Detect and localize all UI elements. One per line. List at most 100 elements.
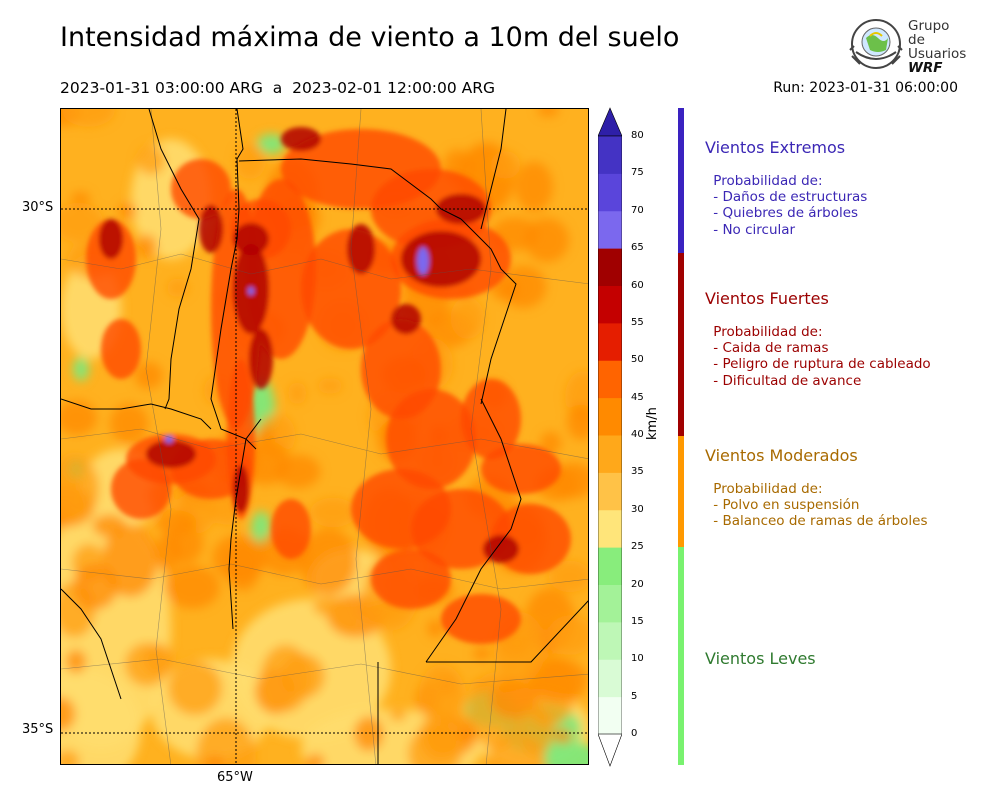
category-title: Vientos Fuertes <box>705 289 829 308</box>
strong-wind-region <box>111 459 171 519</box>
category-entry: Vientos Fuertes Probabilidad de: - Caida… <box>705 289 931 389</box>
category-title: Vientos Extremos <box>705 138 846 157</box>
category-description-line: - Peligro de ruptura de cableado <box>709 356 931 373</box>
category-description-line: - Caida de ramas <box>709 340 829 357</box>
category-entry: Vientos Moderados Probabilidad de: - Pol… <box>705 446 928 530</box>
colorbar-tick-label: 15 <box>631 615 644 627</box>
severe-wind-core <box>401 231 481 287</box>
colorbar-segment <box>598 509 622 548</box>
colorbar-segment <box>598 584 622 623</box>
wind-cell <box>547 615 588 656</box>
category-description: Probabilidad de: - Polvo en suspensión -… <box>705 481 927 530</box>
wind-cell <box>427 619 444 638</box>
wind-cell <box>156 510 197 536</box>
colorbar-segment <box>598 285 622 324</box>
colorbar-segment <box>598 397 622 436</box>
wrf-logo: Grupo de Usuarios WRF <box>848 16 968 75</box>
wind-cell <box>109 403 149 444</box>
colorbar-tick-label: 60 <box>631 279 644 291</box>
wind-cell <box>515 161 553 212</box>
wind-cell <box>73 563 118 610</box>
run-timestamp: Run: 2023-01-31 06:00:00 <box>773 80 958 96</box>
logo-line-3: WRF <box>908 60 943 76</box>
wind-cell <box>539 431 562 455</box>
strong-wind-region <box>481 444 561 494</box>
category-description-line: - Polvo en suspensión <box>709 497 860 514</box>
wind-cell <box>61 696 76 731</box>
colorbar-segment <box>598 659 622 698</box>
wind-cell <box>310 497 357 528</box>
strong-wind-region <box>371 549 451 609</box>
category-bar <box>678 547 684 765</box>
forecast-period: 2023-01-31 03:00:00 ARG a 2023-02-01 12:… <box>60 79 496 97</box>
category-description-line: - Quiebres de árboles <box>709 205 859 222</box>
severe-wind-core <box>249 329 273 389</box>
severe-wind-core <box>391 304 421 334</box>
colorbar-tick-label: 80 <box>631 130 644 141</box>
severe-wind-core <box>99 219 123 259</box>
colorbar-segment <box>598 136 622 174</box>
category-description-line: - Dificultad de avance <box>709 372 862 389</box>
wind-cell <box>353 716 384 752</box>
low-wind-region <box>257 134 285 154</box>
category-description-line: - Daños de estructuras <box>709 189 868 206</box>
colorbar-segment <box>598 696 622 735</box>
logo-text: Grupo de Usuarios WRF <box>908 19 968 75</box>
province-borders <box>61 109 588 764</box>
graticule <box>61 109 588 764</box>
wind-cell <box>196 717 256 764</box>
wind-field-svg <box>61 109 588 764</box>
strong-wind-region <box>171 159 231 219</box>
wind-cell <box>517 704 555 756</box>
colorbar-tick-label: 0 <box>631 728 638 739</box>
wind-cell <box>205 755 224 764</box>
category-description: Probabilidad de: - Daños de estructuras … <box>705 173 867 238</box>
colorbar-segment <box>598 248 622 286</box>
colorbar <box>598 107 622 767</box>
severe-wind-core <box>146 440 196 468</box>
category-title: Vientos Moderados <box>705 446 858 465</box>
wind-cell <box>457 729 478 742</box>
extreme-wind-core <box>417 247 429 275</box>
strong-wind-region <box>101 319 141 379</box>
category-bar <box>678 108 684 253</box>
colorbar-segment <box>598 472 622 511</box>
wind-cell <box>167 278 190 298</box>
wind-cell <box>134 362 163 389</box>
wind-cell <box>137 145 166 175</box>
wind-cell <box>450 297 485 339</box>
severe-wind-core <box>347 224 375 274</box>
wind-cell <box>260 644 312 712</box>
lon-label-65w: 65°W <box>217 770 253 785</box>
colorbar-segment <box>598 435 622 473</box>
extreme-wind-core <box>165 435 173 443</box>
colorbar-segment <box>598 322 622 361</box>
wind-cell <box>288 382 307 405</box>
wind-cell <box>419 664 465 723</box>
colorbar-extend-min <box>598 733 622 767</box>
country-borders <box>61 109 588 764</box>
colorbar-segment <box>598 210 622 249</box>
colorbar-segment <box>598 547 622 585</box>
severe-wind-core <box>233 223 269 255</box>
wind-cell <box>553 728 573 744</box>
category-description-line: Probabilidad de: <box>709 324 823 340</box>
wind-cell <box>164 565 220 609</box>
wind-cell <box>389 708 407 722</box>
colorbar-tick-label: 55 <box>631 316 644 328</box>
category-description-line: Probabilidad de: <box>709 173 823 189</box>
wind-cell <box>317 378 343 394</box>
wind-cell <box>548 560 588 593</box>
severe-wind-core <box>281 127 321 151</box>
colorbar-unit-label: km/h <box>645 407 660 440</box>
wind-cell <box>506 631 532 656</box>
calm-region <box>61 669 141 764</box>
category-entry: Vientos Extremos Probabilidad de: - Daño… <box>705 138 867 238</box>
logo-line-1: Grupo de <box>908 18 950 48</box>
wind-cell <box>65 649 87 674</box>
wind-cell <box>331 605 356 634</box>
strong-wind-region <box>386 389 476 489</box>
wind-cell <box>167 661 223 716</box>
lat-label-35s: 35°S <box>22 722 54 737</box>
category-bar <box>678 436 684 547</box>
